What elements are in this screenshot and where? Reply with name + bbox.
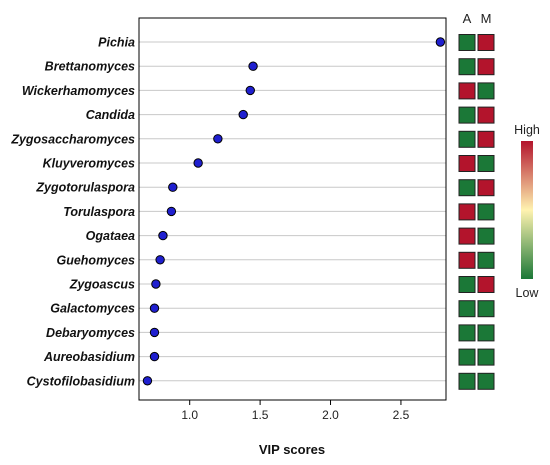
x-tick-label: 1.5 xyxy=(252,408,269,422)
vip-point xyxy=(155,255,165,265)
heat-cell-m xyxy=(477,106,495,124)
column-header-a: A xyxy=(463,11,472,26)
heat-cell-m xyxy=(477,179,495,197)
vip-point xyxy=(213,134,223,144)
x-tick-label: 2.0 xyxy=(322,408,339,422)
heat-cell-a xyxy=(458,227,476,245)
heat-cell-a xyxy=(458,324,476,342)
vip-point xyxy=(158,230,168,241)
abundance-heatmap xyxy=(458,34,495,390)
heat-cell-m xyxy=(477,276,495,293)
vip-point xyxy=(238,109,248,120)
vip-point xyxy=(149,327,160,338)
vip-point xyxy=(166,206,177,217)
genus-label: Kluyveromyces xyxy=(43,157,135,171)
heat-cell-m xyxy=(477,300,495,318)
heat-cell-m xyxy=(477,130,495,148)
genus-label: Ogataea xyxy=(86,229,135,243)
vip-point xyxy=(435,37,446,47)
genus-label: Cystofilobasidium xyxy=(27,374,135,388)
x-tick-label: 1.0 xyxy=(181,408,198,422)
vip-point xyxy=(142,376,153,386)
heat-cell-a xyxy=(458,179,476,197)
vip-point xyxy=(151,279,161,289)
genus-label: Zygosaccharomyces xyxy=(10,132,135,146)
genus-label: Debaryomyces xyxy=(46,326,135,340)
genus-label: Candida xyxy=(86,108,135,122)
heat-cell-a xyxy=(458,276,476,293)
heat-cell-a xyxy=(458,82,476,100)
heat-cell-m xyxy=(477,58,495,76)
heat-cell-m xyxy=(477,227,495,245)
column-header-m: M xyxy=(481,11,492,26)
legend-high-label: High xyxy=(514,123,540,137)
heat-cell-m xyxy=(477,203,495,221)
genus-label: Guehomyces xyxy=(56,253,135,267)
genus-label: Brettanomyces xyxy=(45,60,135,74)
genus-label: Zygotorulaspora xyxy=(35,181,135,195)
heat-cell-a xyxy=(458,348,476,366)
heat-cell-a xyxy=(458,251,476,269)
heat-cell-a xyxy=(458,300,476,318)
legend-color-bar xyxy=(521,141,533,279)
genus-label: Pichia xyxy=(98,36,135,50)
plot-frame xyxy=(138,17,447,401)
x-axis-label: VIP scores xyxy=(259,442,325,457)
vip-point xyxy=(193,158,203,168)
y-axis-genus-labels: Pichia Brettanomyces Wickerhamomyces Candid… xyxy=(10,36,135,389)
genus-label: Galactomyces xyxy=(50,302,135,316)
vip-point xyxy=(168,182,178,192)
gridlines xyxy=(139,41,446,382)
genus-label: Wickerhamomyces xyxy=(22,84,135,98)
vip-point xyxy=(149,351,160,362)
heat-cell-a xyxy=(458,58,476,76)
heat-cell-m xyxy=(477,372,495,390)
genus-label: Zygoascus xyxy=(69,278,135,292)
heat-cell-a xyxy=(458,203,476,221)
vip-point xyxy=(149,303,160,313)
heat-cell-m xyxy=(477,155,495,172)
heat-cell-a xyxy=(458,34,476,51)
vip-point xyxy=(245,85,255,96)
vip-point xyxy=(248,61,258,71)
heat-cell-a xyxy=(458,106,476,124)
legend-low-label: Low xyxy=(516,286,540,300)
genus-label: Aureobasidium xyxy=(43,350,135,364)
heat-cell-m xyxy=(477,251,495,269)
x-tick-label: 2.5 xyxy=(393,408,410,422)
heat-cell-m xyxy=(477,34,495,51)
heat-cell-a xyxy=(458,372,476,390)
heat-cell-a xyxy=(458,130,476,148)
heat-cell-m xyxy=(477,348,495,366)
genus-label: Torulaspora xyxy=(63,205,135,219)
heat-cell-a xyxy=(458,155,476,172)
x-axis-ticks: 1.0 1.5 2.0 2.5 xyxy=(181,400,410,422)
heat-cell-m xyxy=(477,324,495,342)
heat-cell-m xyxy=(477,82,495,100)
vip-points xyxy=(142,37,446,386)
